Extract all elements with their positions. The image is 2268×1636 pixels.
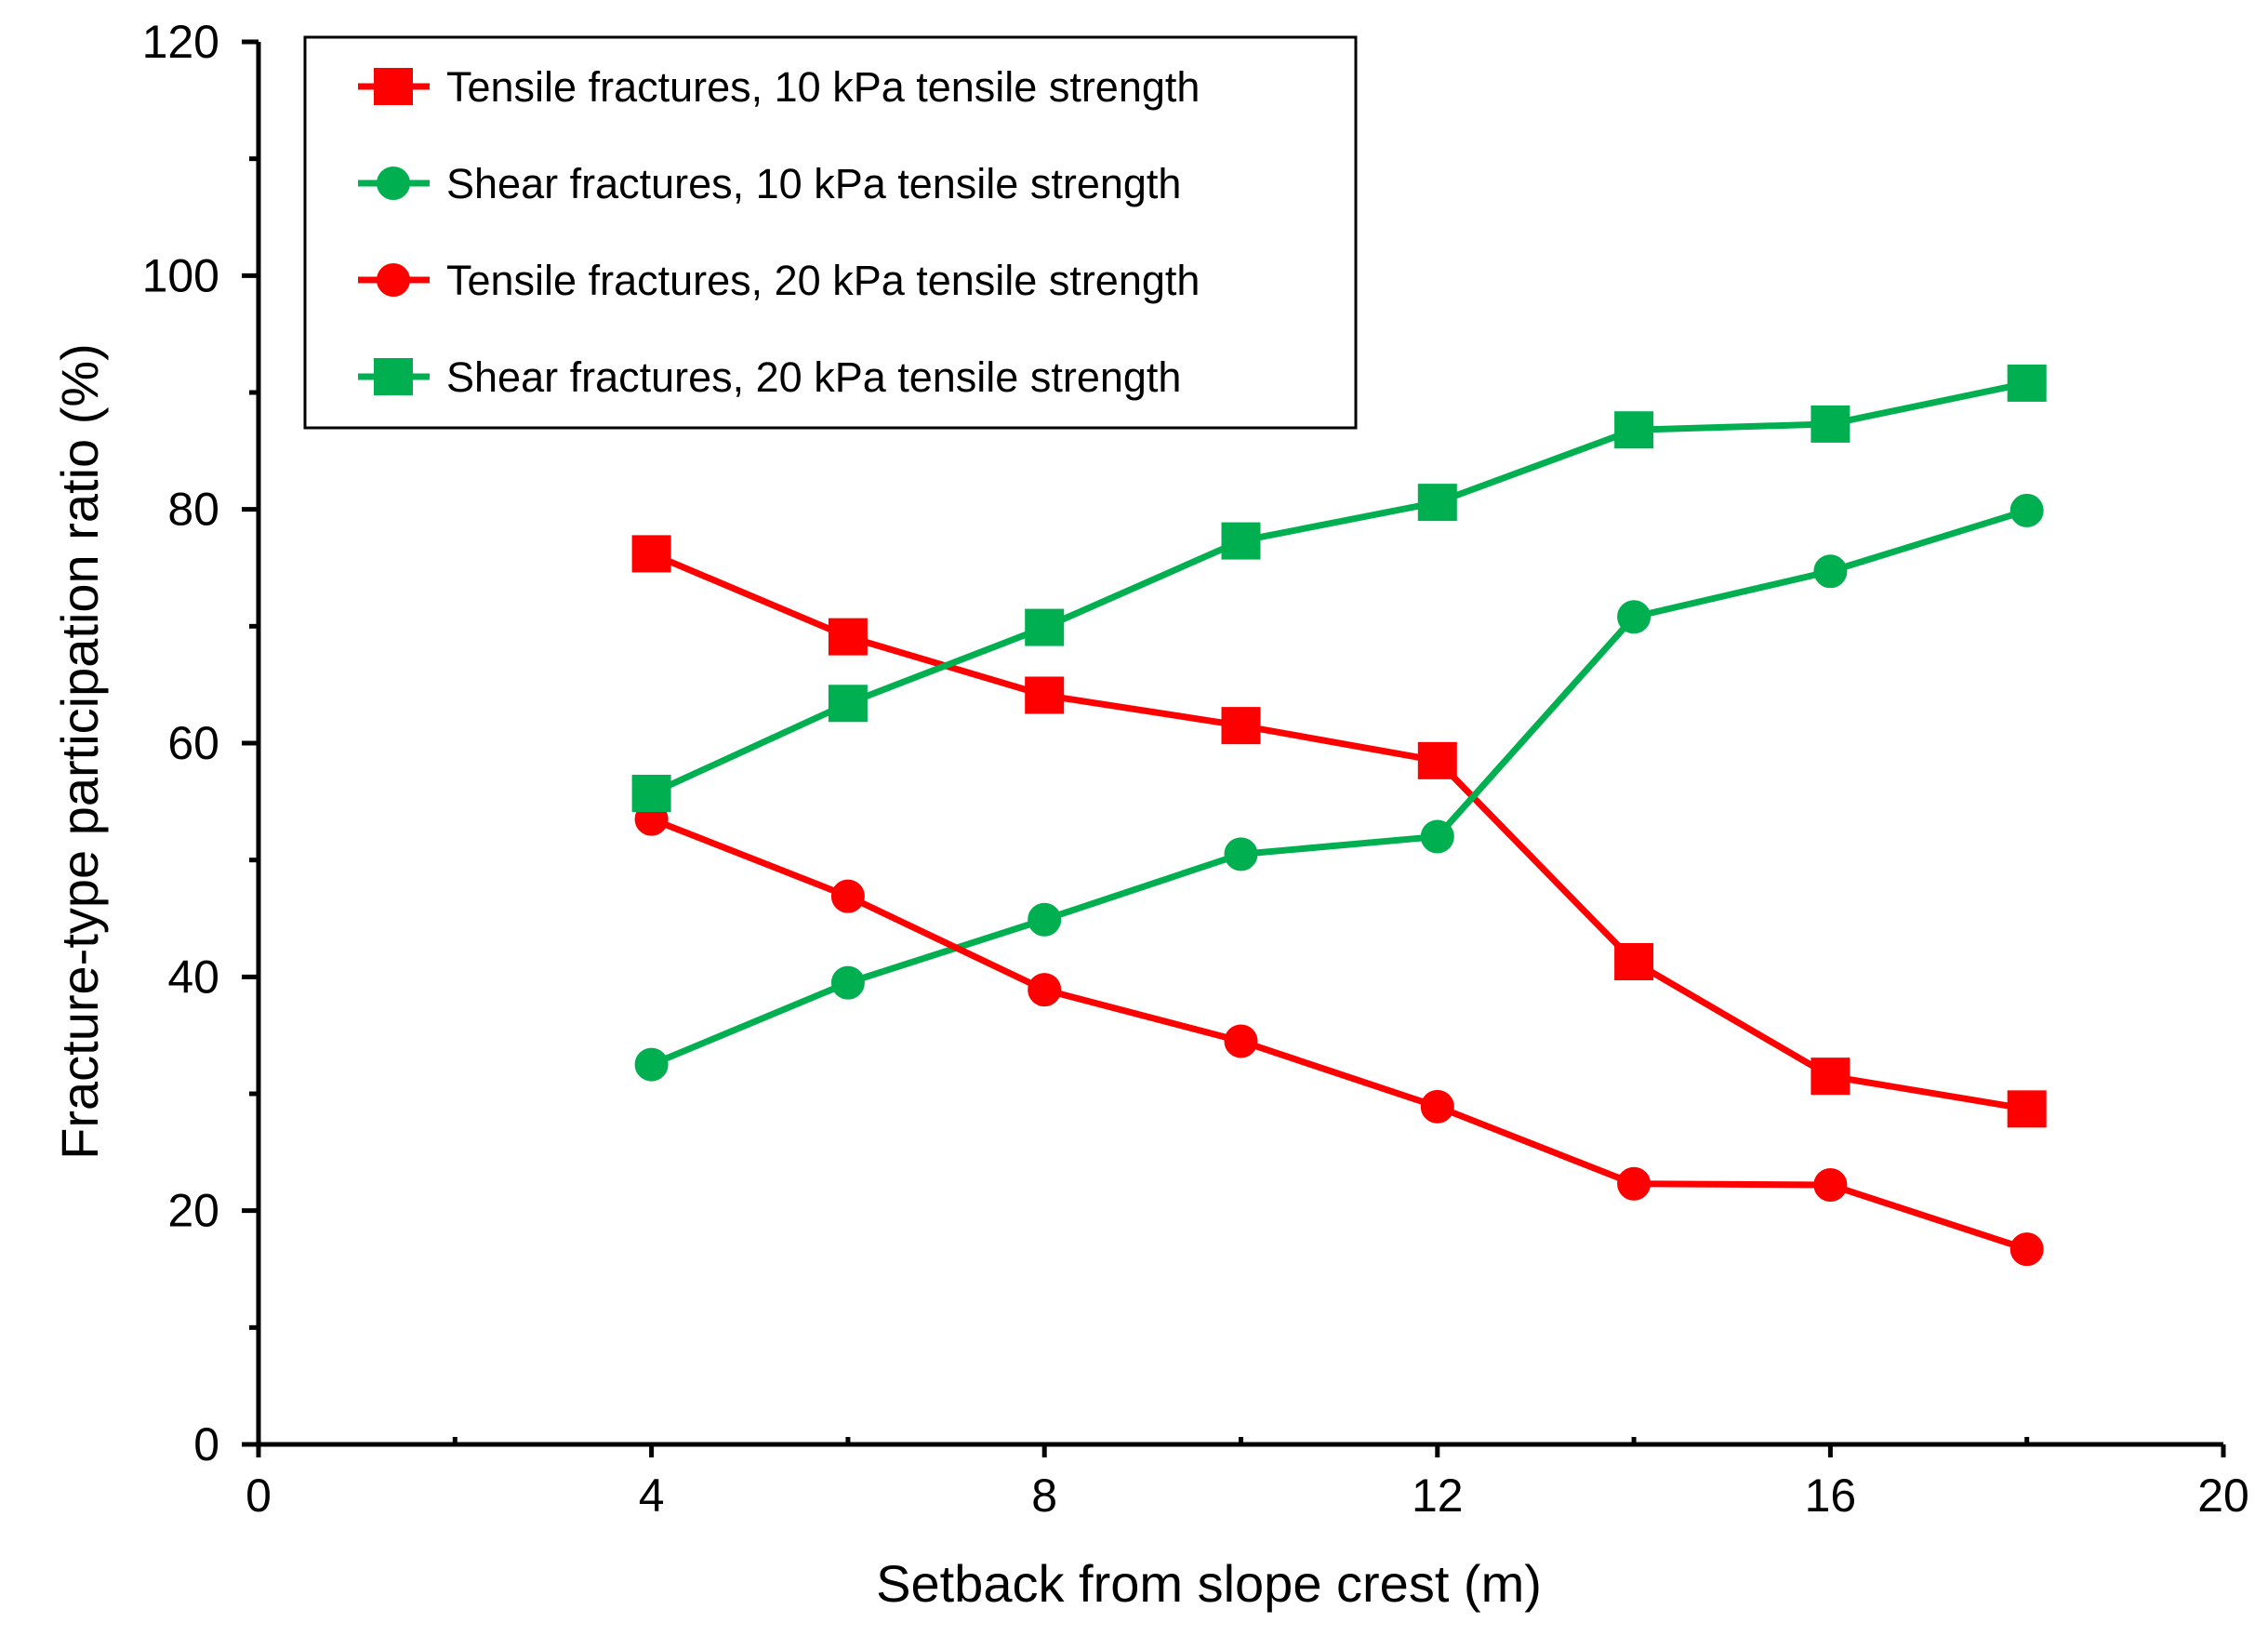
data-point — [2007, 364, 2047, 402]
data-point — [1420, 819, 1454, 854]
data-point — [1614, 411, 1654, 449]
series-line — [650, 816, 2028, 1253]
legend-label: Shear fractures, 20 kPa tensile strength — [446, 353, 1181, 401]
x-tick-label: 16 — [1805, 1470, 1857, 1522]
data-point — [1813, 554, 1848, 589]
data-point — [828, 685, 868, 723]
legend: Tensile fractures, 10 kPa tensile streng… — [303, 35, 1358, 430]
series-line — [650, 507, 2028, 1068]
data-point — [1224, 837, 1258, 871]
data-point — [1025, 608, 1065, 646]
y-tick-label: 40 — [167, 951, 219, 1003]
legend-label: Tensile fractures, 10 kPa tensile streng… — [446, 63, 1200, 111]
data-point — [1614, 942, 1654, 980]
data-point — [1224, 1024, 1258, 1058]
data-point — [830, 965, 865, 1000]
x-tick-label: 20 — [2197, 1470, 2249, 1522]
series-line — [650, 551, 2028, 1112]
data-point — [631, 775, 671, 813]
x-tick-label: 12 — [1412, 1470, 1464, 1522]
data-point — [1813, 1168, 1848, 1203]
data-point — [634, 1047, 669, 1082]
x-tick-label: 4 — [639, 1470, 665, 1522]
data-point — [1617, 1166, 1651, 1201]
series-1 — [631, 535, 2047, 1128]
series-layer — [631, 364, 2047, 1267]
data-point — [1810, 1057, 1850, 1096]
y-tick-label: 0 — [193, 1418, 219, 1470]
legend-label: Shear fractures, 10 kPa tensile strength — [446, 160, 1181, 207]
legend-box — [303, 35, 1358, 430]
data-point — [631, 535, 671, 573]
data-point — [2009, 1232, 2044, 1267]
y-tick-label: 60 — [167, 717, 219, 769]
y-tick-label: 80 — [167, 484, 219, 536]
series-4 — [631, 364, 2047, 813]
legend-swatch-marker — [377, 166, 410, 200]
data-point — [1417, 741, 1457, 779]
data-point — [828, 618, 868, 656]
data-point — [2009, 493, 2044, 527]
legend-swatch-marker — [374, 358, 413, 395]
y-tick-label: 100 — [142, 249, 219, 301]
x-axis-title: Setback from slope crest (m) — [876, 1554, 1542, 1613]
data-point — [1221, 522, 1261, 560]
data-point — [1028, 902, 1062, 937]
legend-label: Tensile fractures, 20 kPa tensile streng… — [446, 257, 1200, 304]
x-tick-label: 0 — [245, 1470, 272, 1522]
series-line — [650, 379, 2028, 797]
axes: 0 20 40 60 80 100 120 0 4 8 12 16 20 — [142, 16, 2249, 1522]
data-point — [1420, 1089, 1454, 1124]
data-point — [1025, 676, 1065, 714]
data-point — [1417, 484, 1457, 522]
data-point — [2007, 1090, 2047, 1128]
series-2 — [634, 493, 2044, 1082]
y-tick-label: 20 — [167, 1185, 219, 1237]
x-tick-label: 8 — [1031, 1470, 1057, 1522]
y-axis-title: Fracture-type participation ratio (%) — [50, 343, 109, 1160]
data-point — [830, 879, 865, 913]
legend-swatch-marker — [374, 68, 413, 105]
data-point — [1810, 405, 1850, 443]
series-3 — [634, 802, 2044, 1267]
data-point — [1221, 707, 1261, 745]
legend-swatch-marker — [377, 263, 410, 297]
data-point — [1617, 600, 1651, 634]
y-tick-label: 120 — [142, 16, 219, 68]
data-point — [1028, 973, 1062, 1007]
